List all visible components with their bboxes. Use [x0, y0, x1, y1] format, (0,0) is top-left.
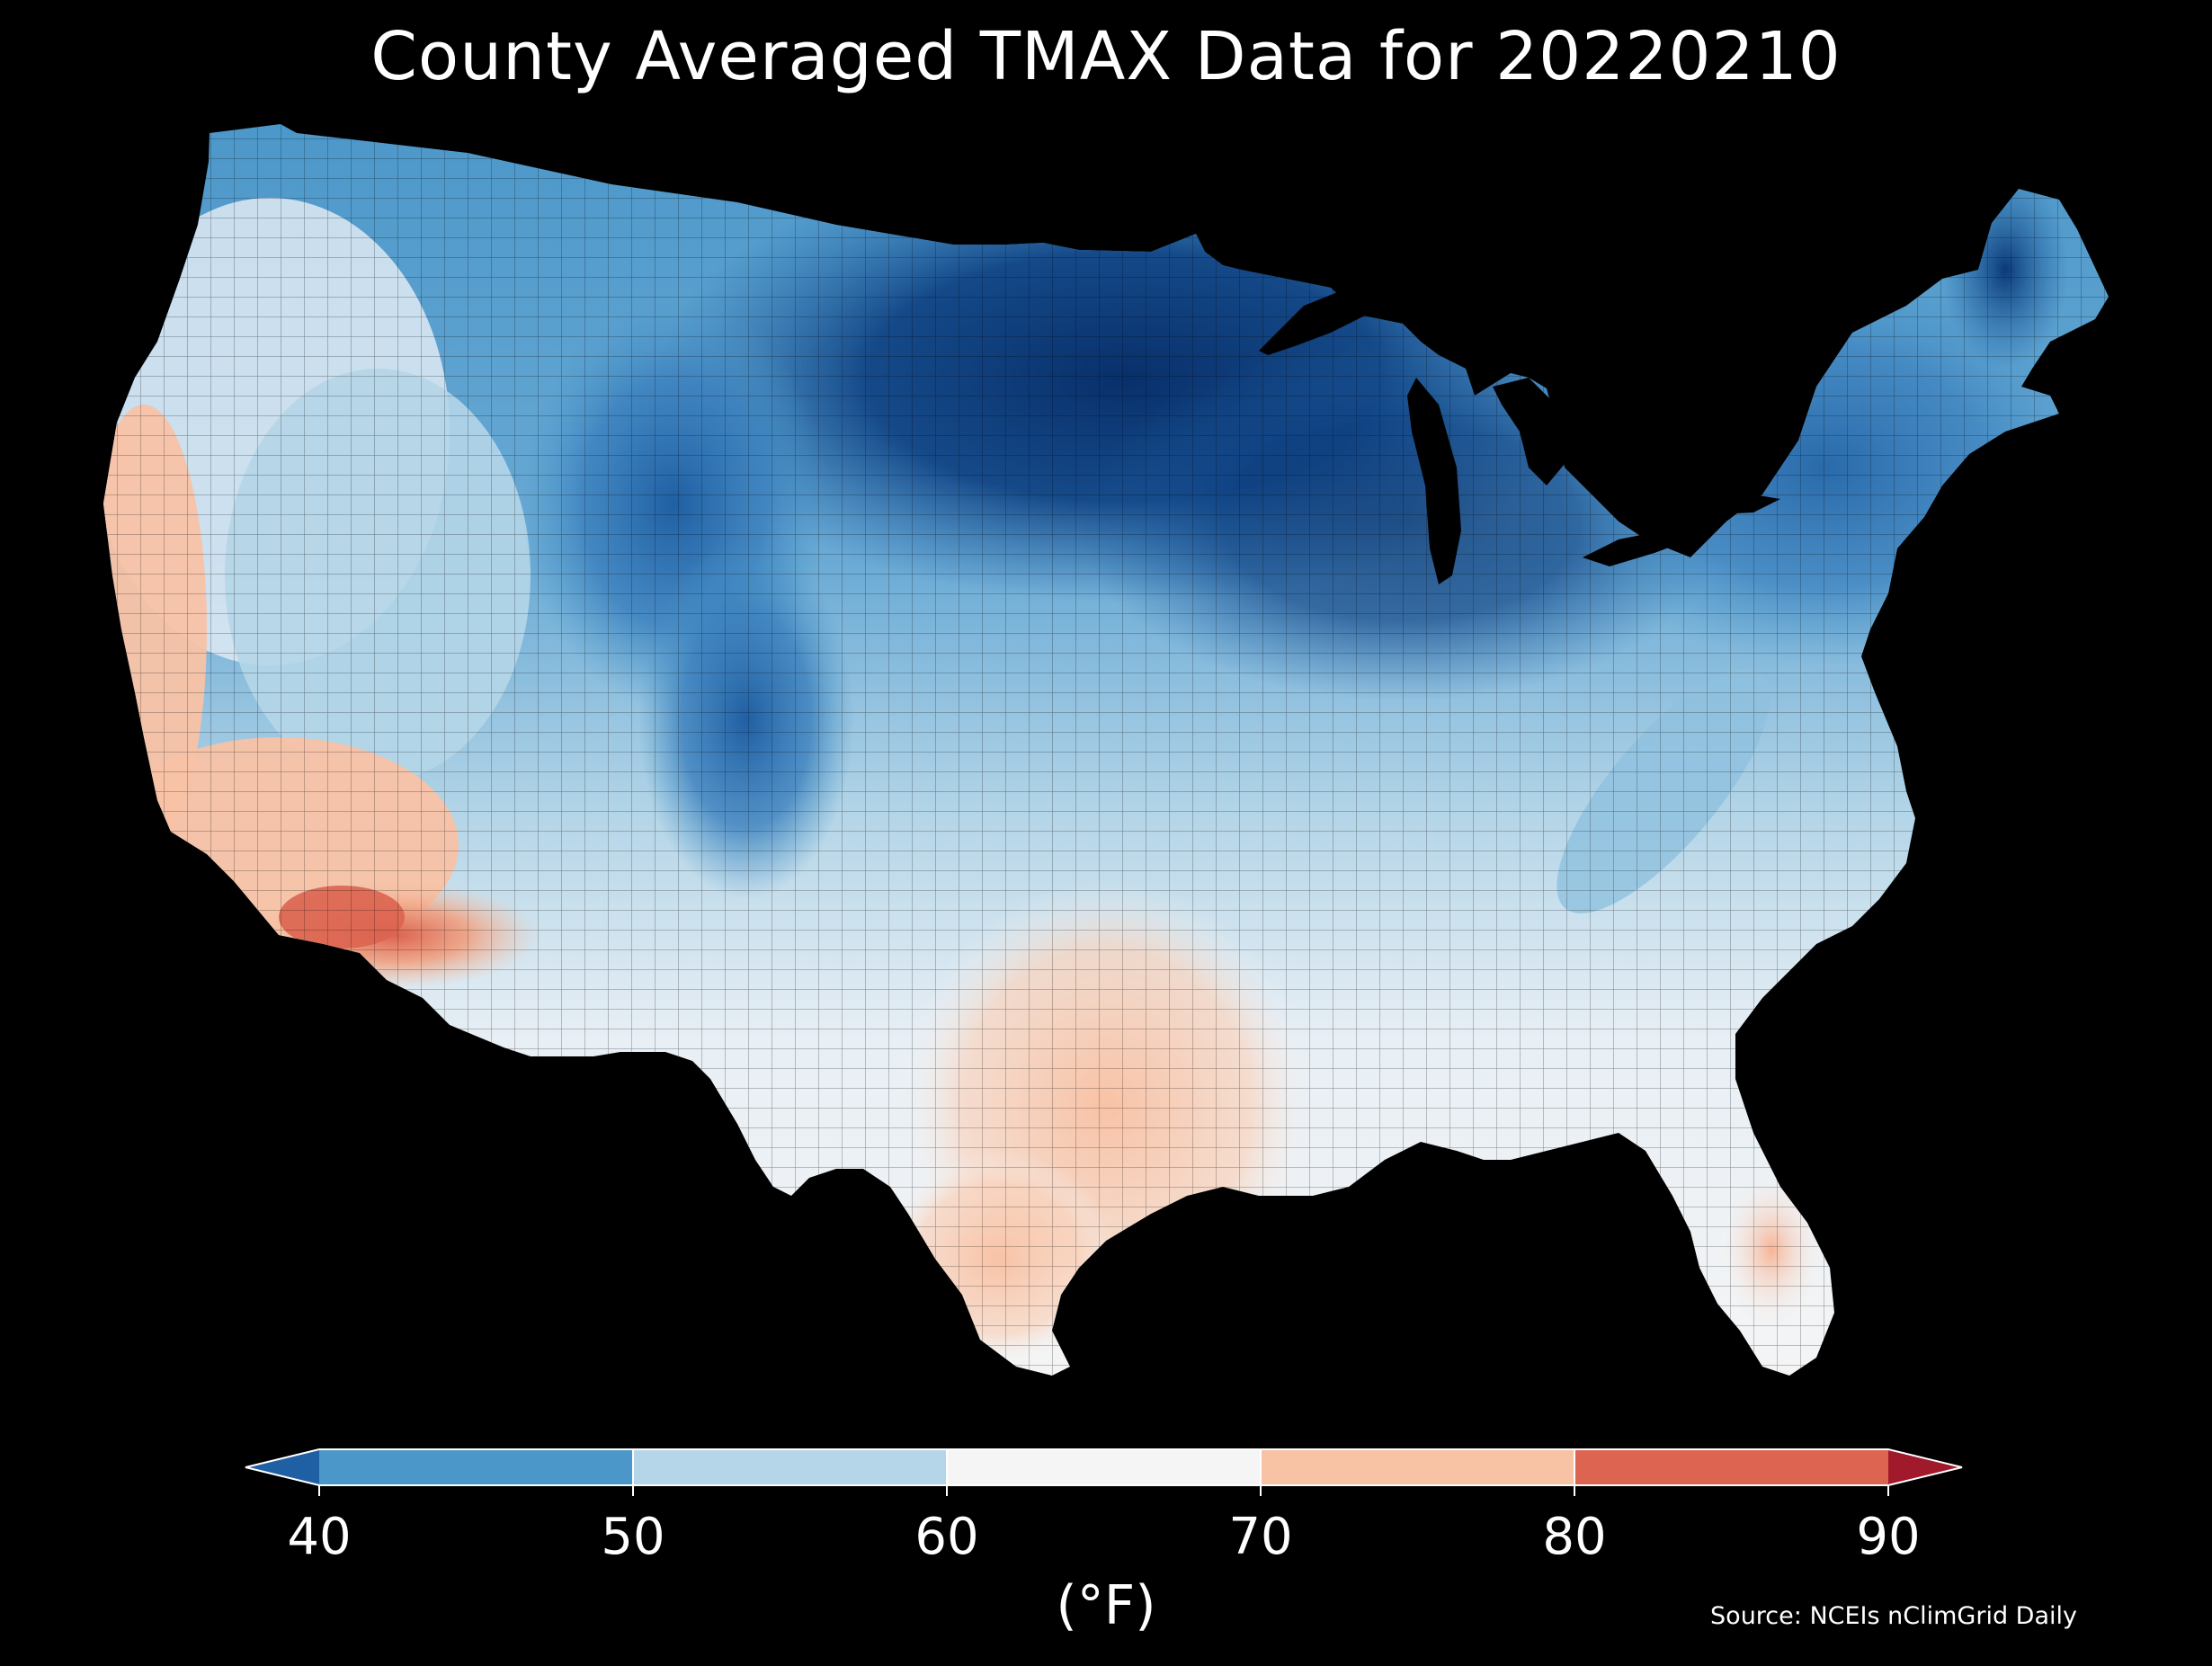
- lake-ontario: [1708, 494, 1780, 514]
- colorbar-tick-label: 40: [287, 1508, 352, 1566]
- colorbar-tick-label: 90: [1856, 1508, 1921, 1566]
- colorbar-extend-high: [1888, 1449, 1962, 1485]
- colorbar-bin-70-80: [1261, 1449, 1574, 1485]
- colorbar-tick-label: 60: [914, 1508, 979, 1566]
- source-caption: Source: NCEIs nClimGrid Daily: [1710, 1602, 2077, 1630]
- great-lakes: [1259, 274, 1780, 584]
- colorbar-bin-60-70: [947, 1449, 1261, 1485]
- colorbar-unit-label: (°F): [1056, 1574, 1156, 1637]
- lake-superior: [1259, 274, 1394, 355]
- colorbar-bin-50-60: [633, 1449, 947, 1485]
- colorbar-tick-label: 80: [1542, 1508, 1607, 1566]
- county-boundary-lines: [103, 124, 2109, 1376]
- lake-huron: [1493, 378, 1569, 486]
- colorbar-extend-low: [245, 1449, 319, 1485]
- lake-michigan: [1407, 378, 1461, 584]
- map-title: County Averaged TMAX Data for 20220210: [370, 18, 1842, 95]
- colorbar-bin-80-90: [1574, 1449, 1888, 1485]
- colorbar-bin-40-50: [319, 1449, 633, 1485]
- colorbar-tick-label: 70: [1228, 1508, 1293, 1566]
- colorbar-tick-label: 50: [601, 1508, 665, 1566]
- color-legend-bar: [245, 1448, 1963, 1496]
- lake-erie: [1583, 530, 1690, 566]
